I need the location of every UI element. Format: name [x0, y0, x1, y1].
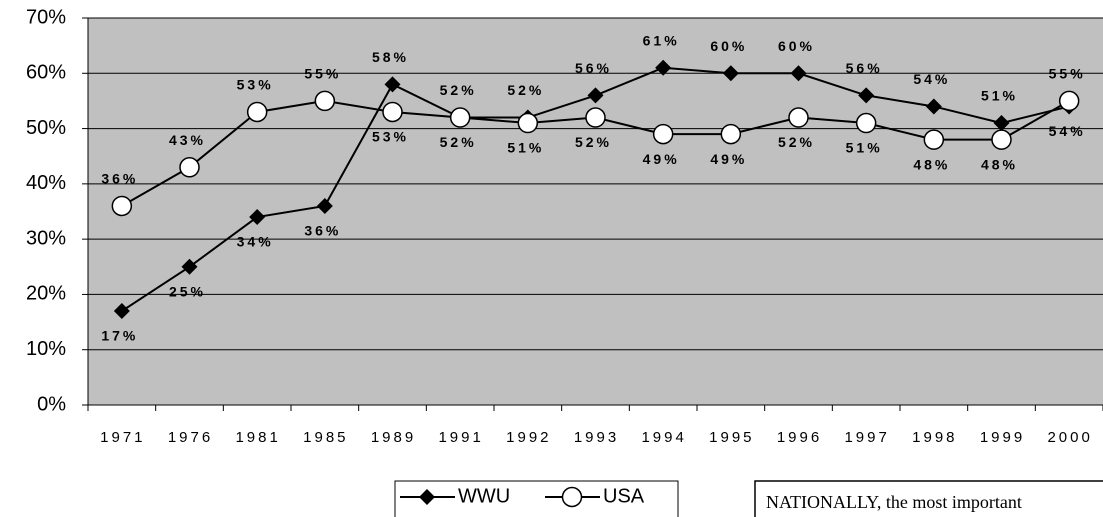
marker	[384, 76, 401, 93]
data-label: 56%	[846, 60, 883, 76]
note-box	[754, 480, 1103, 517]
x-tick-label: 1992	[506, 429, 551, 446]
data-label: 51%	[981, 88, 1018, 104]
marker	[246, 101, 268, 123]
note-text: NATIONALLY, the most important	[766, 492, 1022, 512]
x-tick-label: 1996	[777, 429, 822, 446]
data-label: 36%	[101, 171, 138, 187]
x-tick-label: 1976	[168, 429, 213, 446]
marker	[449, 107, 471, 128]
x-tick-label: 1994	[641, 429, 686, 446]
x-tick-label: 1997	[844, 429, 889, 446]
data-label: 58%	[372, 49, 409, 65]
data-label: 49%	[710, 151, 747, 167]
x-tick-label: 1999	[980, 429, 1025, 446]
marker	[655, 59, 672, 76]
marker	[855, 112, 877, 134]
marker	[790, 65, 807, 82]
marker	[652, 123, 674, 145]
marker	[923, 129, 945, 150]
data-label: 53%	[237, 77, 274, 93]
marker	[111, 195, 133, 217]
data-label: 52%	[507, 82, 544, 98]
marker	[517, 112, 539, 134]
y-tick-label: 20%	[26, 283, 66, 305]
y-tick-label: 10%	[26, 338, 66, 360]
marker	[993, 115, 1010, 132]
marker	[419, 489, 435, 505]
data-label: 60%	[778, 38, 815, 54]
marker	[587, 87, 604, 104]
x-tick-label: 1998	[912, 429, 957, 446]
data-label: 52%	[778, 134, 815, 150]
x-tick-label: 1993	[574, 429, 619, 446]
y-tick-label: 40%	[26, 172, 66, 194]
y-tick-label: 70%	[26, 6, 66, 28]
y-tick-label: 60%	[26, 62, 66, 84]
data-label: 48%	[913, 156, 950, 172]
legend-label: USA	[603, 485, 645, 507]
x-tick-label: 2000	[1047, 429, 1092, 446]
data-label: 53%	[372, 129, 409, 145]
data-label: 43%	[169, 132, 206, 148]
marker	[722, 65, 739, 82]
x-tick-label: 1981	[235, 429, 280, 446]
data-label: 25%	[169, 283, 206, 299]
data-label: 51%	[507, 140, 544, 156]
data-label: 61%	[643, 32, 680, 48]
marker	[720, 123, 742, 145]
data-label: 52%	[575, 134, 612, 150]
data-label: 48%	[981, 156, 1018, 172]
x-tick-label: 1989	[371, 429, 416, 446]
x-tick-label: 1991	[438, 429, 483, 446]
data-label: 52%	[440, 82, 477, 98]
marker	[925, 98, 942, 115]
data-label: 51%	[846, 140, 883, 156]
marker	[316, 197, 333, 214]
legend-box	[394, 480, 679, 517]
data-label: 34%	[237, 234, 274, 250]
y-tick-label: 30%	[26, 227, 66, 249]
x-tick-label: 1971	[100, 429, 145, 446]
marker	[181, 258, 198, 275]
marker	[561, 486, 583, 508]
data-label: 52%	[440, 134, 477, 150]
data-label: 54%	[913, 71, 950, 87]
data-label: 36%	[304, 223, 341, 239]
marker	[991, 129, 1012, 150]
y-tick-label: 0%	[37, 393, 66, 415]
y-tick-label: 50%	[26, 117, 66, 139]
data-label: 56%	[575, 60, 612, 76]
marker	[113, 303, 130, 320]
marker	[382, 101, 403, 123]
marker	[788, 107, 809, 128]
data-label: 49%	[643, 151, 680, 167]
data-label: 17%	[101, 328, 138, 344]
marker	[585, 107, 606, 128]
data-label: 60%	[710, 38, 747, 54]
data-label: 55%	[304, 66, 341, 82]
marker	[179, 157, 200, 178]
legend-label: WWU	[458, 485, 510, 507]
marker	[249, 209, 266, 226]
marker	[858, 87, 875, 104]
data-label: 54%	[1049, 123, 1086, 139]
x-tick-label: 1995	[709, 429, 754, 446]
marker	[314, 90, 336, 112]
data-label: 55%	[1049, 66, 1086, 82]
x-tick-label: 1985	[303, 429, 348, 446]
marker	[1058, 90, 1080, 112]
